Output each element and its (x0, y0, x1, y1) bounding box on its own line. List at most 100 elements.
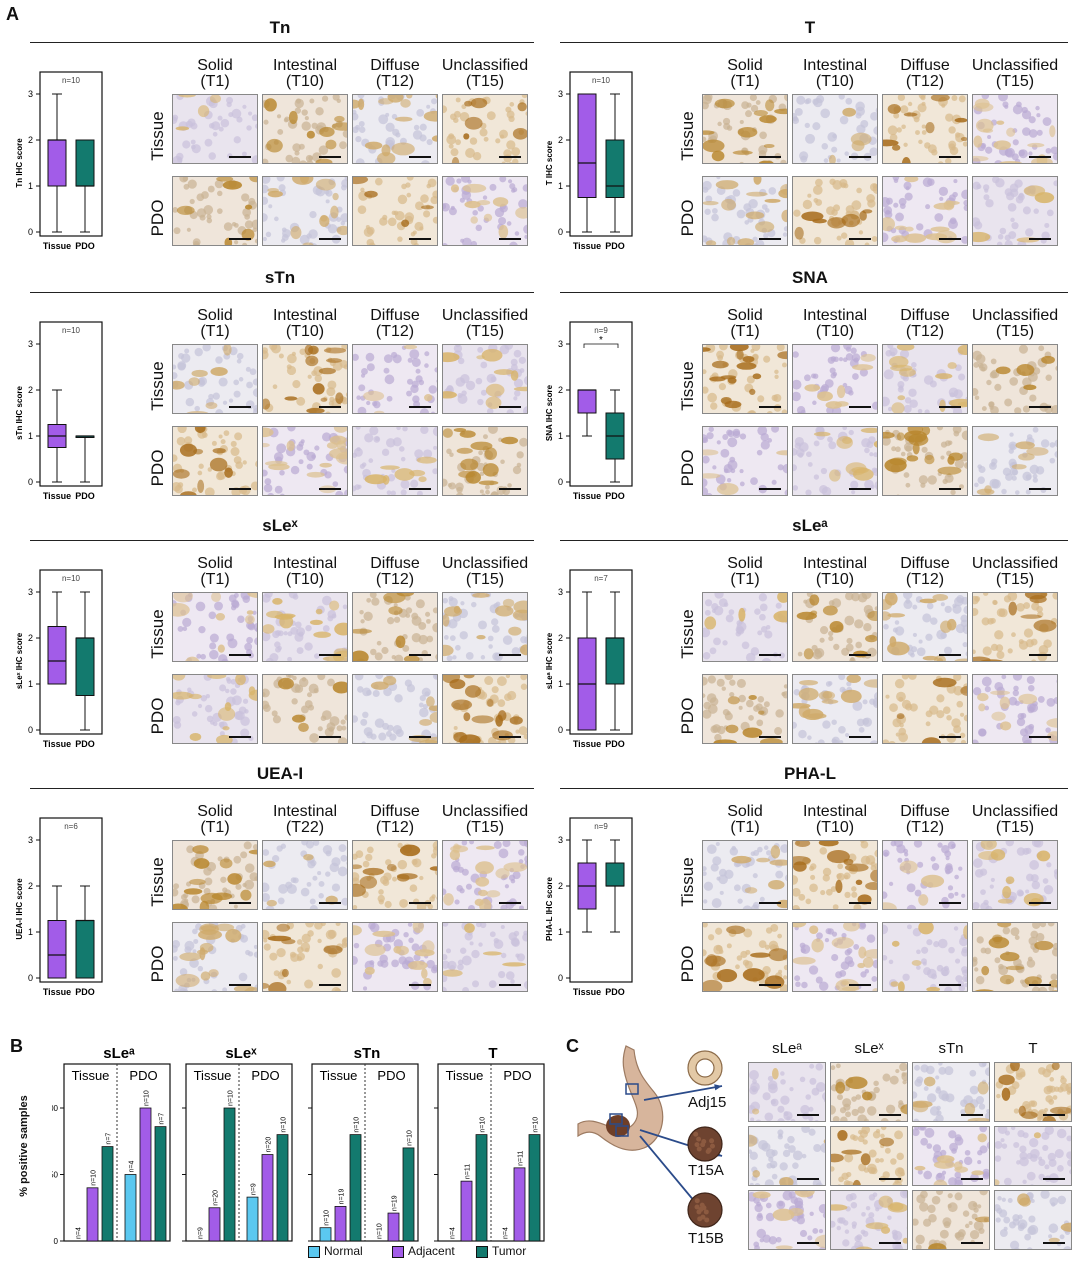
column-header-id: (T1) (200, 323, 230, 340)
category-label: PDO (75, 491, 95, 501)
category-label: PDO (605, 987, 625, 997)
section-title-Tn: Tn (269, 18, 291, 37)
column-header: Diffuse (900, 307, 950, 324)
micrograph-texture (173, 427, 257, 495)
y-tick-label: 2 (28, 135, 33, 145)
column-header-id: (T15) (995, 819, 1035, 836)
micrograph-texture (995, 1191, 1071, 1249)
scale-bar (499, 406, 521, 408)
organoid-label-t15b: T15B (688, 1230, 724, 1247)
scale-bar (849, 406, 871, 408)
y-tick-label: 1 (28, 181, 33, 191)
scale-bar (879, 1242, 901, 1244)
column-header: Unclassified (441, 555, 529, 572)
section-title-sLeᵃ: sLeᵃ (792, 516, 828, 535)
micrograph-texture (263, 345, 347, 413)
scale-bar (759, 238, 781, 240)
micrograph-sLeᵃ-tissue-1 (792, 592, 878, 662)
scale-bar (849, 488, 871, 490)
y-axis-label: Tn IHC score (15, 138, 24, 188)
micrograph-texture (973, 841, 1057, 909)
micrograph-c-2-1 (830, 1190, 908, 1250)
micrograph-sLeˣ-pdo-2 (352, 674, 438, 744)
scale-bar (797, 1242, 819, 1244)
micrograph-texture (793, 923, 877, 991)
column-header-id: (T15) (465, 819, 505, 836)
n-label: n=10 (480, 1117, 487, 1133)
box (47, 626, 67, 685)
column-header-id: (T12) (905, 73, 945, 90)
column-header: Solid (727, 307, 763, 324)
group-label: PDO (129, 1068, 157, 1083)
y-tick-label: 1 (558, 431, 563, 441)
scale-bar (1043, 1178, 1065, 1180)
scale-bar (849, 984, 871, 986)
n-label: n=10 (354, 1117, 361, 1133)
micrograph-sLeᵃ-pdo-3 (972, 674, 1058, 744)
bar-normal (319, 1227, 332, 1242)
column-header-id: (T12) (375, 323, 415, 340)
section-divider (560, 788, 1068, 789)
significance-bracket (583, 343, 619, 348)
column-header: Unclassified (441, 307, 529, 324)
micrograph-PHA-L-pdo-1 (792, 922, 878, 992)
column-header-id: (T12) (375, 819, 415, 836)
micrograph-c-0-2 (912, 1062, 990, 1122)
column-header-id: (T15) (995, 323, 1035, 340)
scale-bar (759, 156, 781, 158)
n-label: n=9 (594, 326, 608, 335)
scale-bar (1043, 1242, 1065, 1244)
micrograph-texture (353, 427, 437, 495)
bar-chart: sLeᵃ Tissue PDO 0 50 100 n=4 n=10 n=7 n=4 n=10 n=7 (52, 1045, 171, 1246)
scale-bar (1029, 984, 1051, 986)
micrograph-texture (973, 923, 1057, 991)
micrograph-T-pdo-3 (972, 176, 1058, 246)
micrograph-texture (443, 923, 527, 991)
bar-adjacent (208, 1207, 221, 1242)
scale-bar (499, 736, 521, 738)
micrograph-texture (913, 1191, 989, 1249)
scale-bar (229, 238, 251, 240)
micrograph-texture (353, 675, 437, 743)
micrograph-sTn-tissue-1 (262, 344, 348, 414)
micrograph-sTn-tissue-3 (442, 344, 528, 414)
bar-normal (246, 1196, 259, 1242)
bar-adjacent (460, 1180, 473, 1242)
micrograph-SNA-pdo-3 (972, 426, 1058, 496)
scale-bar (797, 1178, 819, 1180)
section-title-sLeˣ: sLeˣ (262, 516, 298, 535)
micrograph-sLeˣ-pdo-1 (262, 674, 348, 744)
micrograph-T-pdo-1 (792, 176, 878, 246)
organoid-icon-1 (687, 1126, 723, 1162)
micrograph-texture (173, 593, 257, 661)
column-header: Solid (197, 57, 233, 74)
y-tick-label: 0 (28, 973, 33, 983)
y-tick-label: 0 (558, 973, 563, 983)
micrograph-sTn-pdo-2 (352, 426, 438, 496)
y-tick-label: 1 (558, 927, 563, 937)
micrograph-c-0-3 (994, 1062, 1072, 1122)
scale-bar (1029, 488, 1051, 490)
row-label-pdo: PDO (148, 449, 167, 487)
n-label: n=9 (198, 1227, 205, 1239)
row-label-pdo: PDO (678, 697, 697, 735)
category-label: PDO (605, 739, 625, 749)
scale-bar (939, 736, 961, 738)
panel-a-letter: A (6, 4, 19, 24)
micrograph-texture (749, 1191, 825, 1249)
y-axis-label: sLeᵃ IHC score (545, 632, 554, 689)
legend-swatch-adjacent (392, 1246, 404, 1258)
category-label: PDO (75, 739, 95, 749)
n-label: n=9 (594, 822, 608, 831)
y-axis-label: % positive samples (18, 1095, 30, 1197)
box-plot: 0 1 2 3 UEA-I IHC score n=6 Tissue PDO (15, 817, 103, 997)
n-label: n=7 (159, 1113, 166, 1125)
scale-bar (409, 902, 431, 904)
scale-bar (409, 488, 431, 490)
micrograph-texture (703, 593, 787, 661)
row-label-tissue: Tissue (148, 361, 167, 411)
n-label: n=10 (377, 1223, 384, 1239)
micrograph-UEA-I-pdo-3 (442, 922, 528, 992)
micrograph-T-pdo-2 (882, 176, 968, 246)
n-label: n=10 (281, 1117, 288, 1133)
